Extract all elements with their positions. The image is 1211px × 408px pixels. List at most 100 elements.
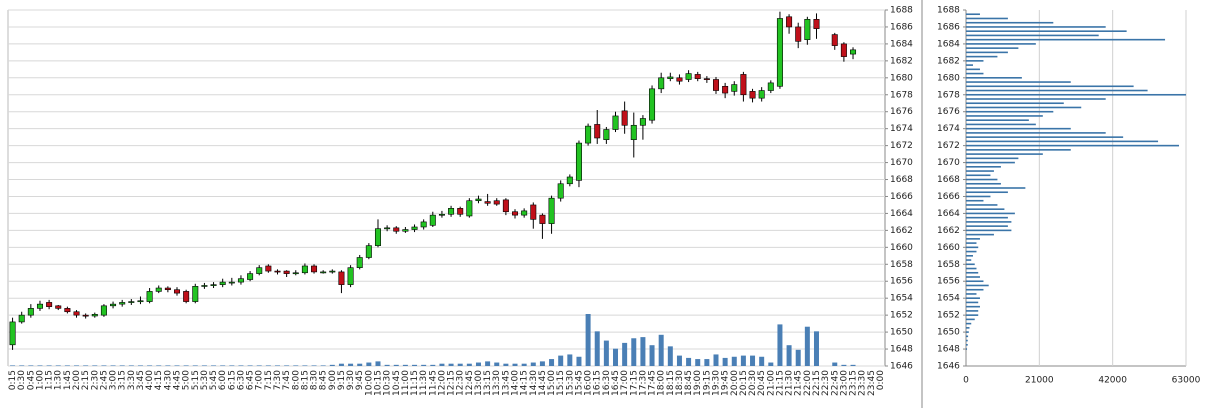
x-tick-label: 11:15 xyxy=(410,370,420,396)
candle-body xyxy=(484,201,491,204)
y-tick-label: 1684 xyxy=(890,39,913,49)
volume-bar xyxy=(402,364,408,366)
volume-bar xyxy=(622,342,628,366)
y-tick-label: 1672 xyxy=(890,141,913,151)
candle-body xyxy=(438,213,445,216)
profile-bar xyxy=(966,106,1082,109)
candle-body xyxy=(292,272,299,275)
y-tick-label: 1688 xyxy=(937,6,960,16)
x-tick-label: 18:15 xyxy=(666,370,676,396)
x-tick-label: 23:30 xyxy=(858,370,868,396)
volume-bar xyxy=(676,355,682,366)
volume-bar xyxy=(37,365,43,366)
volume-bar xyxy=(137,365,143,366)
profile-bar xyxy=(966,26,1106,28)
candle-body xyxy=(712,79,719,91)
candle-body xyxy=(119,302,126,305)
x-tick-label: 3:15 xyxy=(118,370,128,390)
candle-body xyxy=(27,308,34,316)
volume-bar xyxy=(311,365,317,366)
candle-body xyxy=(228,281,235,284)
volume-bar xyxy=(329,364,335,366)
profile-bar xyxy=(966,344,968,346)
x-tick-label: 20:45 xyxy=(757,370,767,396)
volume-bar xyxy=(813,331,819,366)
profile-bar xyxy=(966,233,994,236)
volume-bar xyxy=(530,362,536,366)
candle-body xyxy=(128,301,135,303)
profile-bar xyxy=(966,81,1071,83)
volume-bar xyxy=(366,362,372,366)
x-tick-label: 8:00 xyxy=(291,370,301,390)
y-tick-label: 1650 xyxy=(890,328,913,338)
profile-bar xyxy=(966,60,984,62)
y-tick-label: 1648 xyxy=(890,345,913,355)
x-tick-label: 15:45 xyxy=(574,370,584,396)
y-tick-label: 1674 xyxy=(890,124,913,134)
volume-bar xyxy=(101,365,107,366)
y-tick-label: 1668 xyxy=(937,175,960,185)
volume-bar xyxy=(19,365,25,366)
y-tick-label: 1680 xyxy=(937,73,960,83)
profile-bar xyxy=(966,55,998,58)
y-tick-label: 1650 xyxy=(937,328,960,338)
x-tick-label: 16:15 xyxy=(593,370,603,396)
volume-bar xyxy=(786,345,792,366)
profile-bar xyxy=(966,195,991,198)
profile-bar xyxy=(966,13,980,16)
y-tick-label: 1674 xyxy=(937,124,960,134)
x-tick-label: 0:00 xyxy=(876,370,886,390)
profile-bar xyxy=(966,136,1124,138)
volume-bar xyxy=(521,363,527,366)
x-tick-label: 63000 xyxy=(1172,376,1201,386)
candle-body xyxy=(521,210,528,216)
volume-bar xyxy=(10,365,16,366)
candle-body xyxy=(64,308,71,313)
x-tick-label: 6:00 xyxy=(218,370,228,390)
y-tick-label: 1652 xyxy=(937,311,960,321)
volume-bar xyxy=(430,364,436,366)
volume-bar xyxy=(750,355,756,366)
candle-body xyxy=(539,214,546,224)
profile-bar xyxy=(966,17,1008,20)
x-tick-label: 9:30 xyxy=(346,370,356,390)
x-tick-label: 2:15 xyxy=(81,370,91,390)
y-tick-label: 1648 xyxy=(937,345,960,355)
profile-bar xyxy=(966,174,991,177)
profile-bar xyxy=(966,293,977,295)
volume-bar xyxy=(211,365,217,366)
x-tick-label: 3:30 xyxy=(127,370,137,390)
candle-body xyxy=(365,245,372,258)
volume-bar xyxy=(174,365,180,366)
profile-bar xyxy=(966,276,980,278)
volume-bar xyxy=(284,365,290,366)
candle-body xyxy=(448,208,455,215)
volume-bar xyxy=(448,363,454,366)
volume-bar xyxy=(841,364,847,366)
x-tick-label: 13:30 xyxy=(492,370,502,396)
x-tick-label: 1:30 xyxy=(54,370,64,390)
candle-body xyxy=(311,265,318,273)
x-tick-label: 14:30 xyxy=(529,370,539,396)
x-tick-label: 11:00 xyxy=(401,370,411,396)
candle-body xyxy=(356,257,363,268)
profile-bar xyxy=(966,68,980,71)
profile-bar xyxy=(966,255,973,257)
volume-bar xyxy=(357,363,363,366)
volume-bar xyxy=(667,346,673,366)
volume-bar xyxy=(74,365,80,366)
volume-bar xyxy=(475,362,481,366)
y-tick-label: 1676 xyxy=(937,107,960,117)
profile-bar xyxy=(966,115,1043,117)
x-tick-label: 1:45 xyxy=(63,370,73,390)
profile-bar xyxy=(966,322,972,325)
profile-bar xyxy=(966,182,1001,185)
profile-bar xyxy=(966,348,968,350)
profile-bar xyxy=(966,208,1005,210)
profile-bar xyxy=(966,318,975,321)
candle-body xyxy=(676,77,683,82)
candle-body xyxy=(91,313,98,317)
x-tick-label: 21:45 xyxy=(794,370,804,396)
candle-body xyxy=(639,118,646,126)
